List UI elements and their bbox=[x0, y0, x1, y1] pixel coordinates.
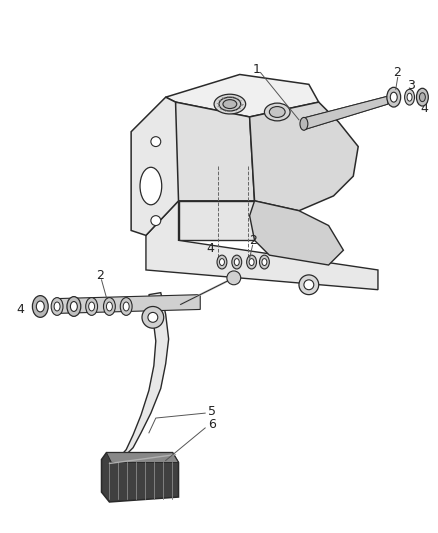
Ellipse shape bbox=[387, 87, 401, 107]
Ellipse shape bbox=[405, 89, 414, 105]
Polygon shape bbox=[106, 453, 179, 463]
Text: 2: 2 bbox=[393, 66, 401, 79]
Polygon shape bbox=[250, 201, 343, 265]
Ellipse shape bbox=[54, 302, 60, 311]
Ellipse shape bbox=[217, 255, 227, 269]
Ellipse shape bbox=[417, 88, 428, 106]
Ellipse shape bbox=[219, 259, 224, 265]
Polygon shape bbox=[250, 102, 358, 211]
Ellipse shape bbox=[300, 117, 308, 130]
Ellipse shape bbox=[67, 296, 81, 317]
Ellipse shape bbox=[390, 92, 397, 102]
Polygon shape bbox=[146, 201, 378, 290]
Text: 5: 5 bbox=[208, 405, 216, 418]
Ellipse shape bbox=[219, 97, 241, 111]
Ellipse shape bbox=[232, 255, 242, 269]
Ellipse shape bbox=[259, 255, 269, 269]
Polygon shape bbox=[179, 201, 254, 240]
Text: 4: 4 bbox=[206, 242, 214, 255]
Ellipse shape bbox=[247, 255, 257, 269]
Ellipse shape bbox=[234, 259, 239, 265]
Polygon shape bbox=[57, 295, 200, 313]
Polygon shape bbox=[131, 97, 179, 236]
Ellipse shape bbox=[88, 302, 95, 311]
Text: 3: 3 bbox=[406, 79, 414, 92]
Ellipse shape bbox=[120, 297, 132, 316]
Ellipse shape bbox=[123, 302, 129, 311]
Ellipse shape bbox=[420, 93, 425, 102]
Ellipse shape bbox=[71, 302, 78, 311]
Text: 2: 2 bbox=[250, 234, 258, 247]
Text: 1: 1 bbox=[253, 63, 261, 76]
Polygon shape bbox=[102, 453, 179, 502]
Ellipse shape bbox=[223, 100, 237, 109]
Ellipse shape bbox=[265, 103, 290, 121]
Polygon shape bbox=[113, 293, 169, 467]
Ellipse shape bbox=[407, 93, 412, 101]
Circle shape bbox=[151, 216, 161, 225]
Polygon shape bbox=[166, 102, 254, 201]
Polygon shape bbox=[304, 96, 388, 130]
Circle shape bbox=[227, 271, 241, 285]
Circle shape bbox=[299, 275, 319, 295]
Circle shape bbox=[142, 306, 164, 328]
Ellipse shape bbox=[51, 297, 63, 316]
Text: 6: 6 bbox=[208, 418, 216, 432]
Ellipse shape bbox=[103, 297, 115, 316]
Circle shape bbox=[148, 312, 158, 322]
Text: 4: 4 bbox=[420, 101, 428, 115]
Ellipse shape bbox=[249, 259, 254, 265]
Ellipse shape bbox=[106, 302, 113, 311]
Ellipse shape bbox=[32, 296, 48, 317]
Ellipse shape bbox=[86, 297, 98, 316]
Ellipse shape bbox=[269, 107, 285, 117]
Ellipse shape bbox=[262, 259, 267, 265]
Circle shape bbox=[304, 280, 314, 290]
Text: 2: 2 bbox=[97, 269, 104, 282]
Ellipse shape bbox=[36, 301, 44, 312]
Ellipse shape bbox=[140, 167, 162, 205]
Polygon shape bbox=[166, 75, 319, 117]
Text: 4: 4 bbox=[17, 303, 25, 316]
Ellipse shape bbox=[214, 94, 246, 114]
Circle shape bbox=[151, 136, 161, 147]
